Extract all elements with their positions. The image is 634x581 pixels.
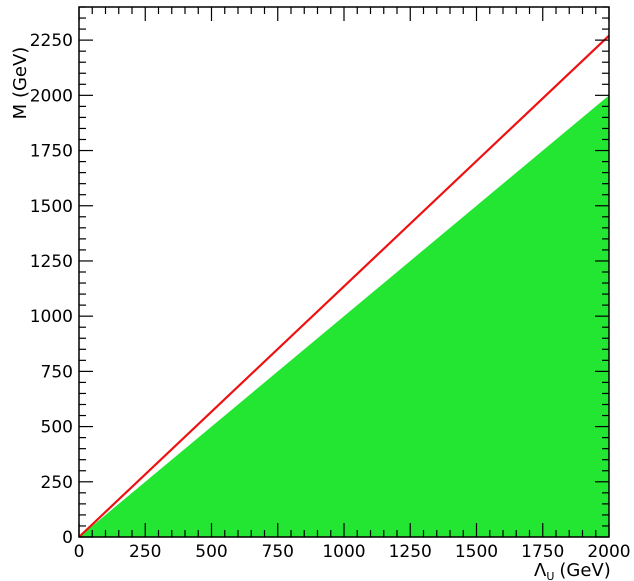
y-tick-label: 2250 [30,31,73,51]
y-axis-title: M (GeV) [10,47,31,120]
x-tick-label: 250 [129,542,161,562]
x-tick-label: 500 [195,542,227,562]
x-tick-label: 1000 [322,542,365,562]
x-tick-label: 1500 [455,542,498,562]
series-layer [78,34,610,538]
y-tick-label: 1000 [30,307,73,327]
y-tick-label: 750 [41,362,73,382]
y-tick-label: 1750 [30,142,73,162]
x-axis-title: ΛU (GeV) [534,560,611,581]
y-tick-label: 2000 [30,86,73,106]
x-tick-label: 1250 [389,542,432,562]
x-tick-label: 750 [262,542,294,562]
y-tick-label: 250 [41,473,73,493]
allowed-region-area [79,95,609,537]
y-tick-label: 1250 [30,252,73,272]
y-tick-label: 1500 [30,197,73,217]
tick-layer: 0 250 500 750 1000 1250 1500 1750 2000 0 250 500 750… [30,6,631,562]
x-tick-label: 2000 [587,542,630,562]
boundary-line [78,34,610,538]
x-tick-label: 0 [74,542,85,562]
y-tick-label: 500 [41,418,73,438]
y-tick-label: 0 [62,528,73,548]
x-tick-label: 1750 [521,542,564,562]
